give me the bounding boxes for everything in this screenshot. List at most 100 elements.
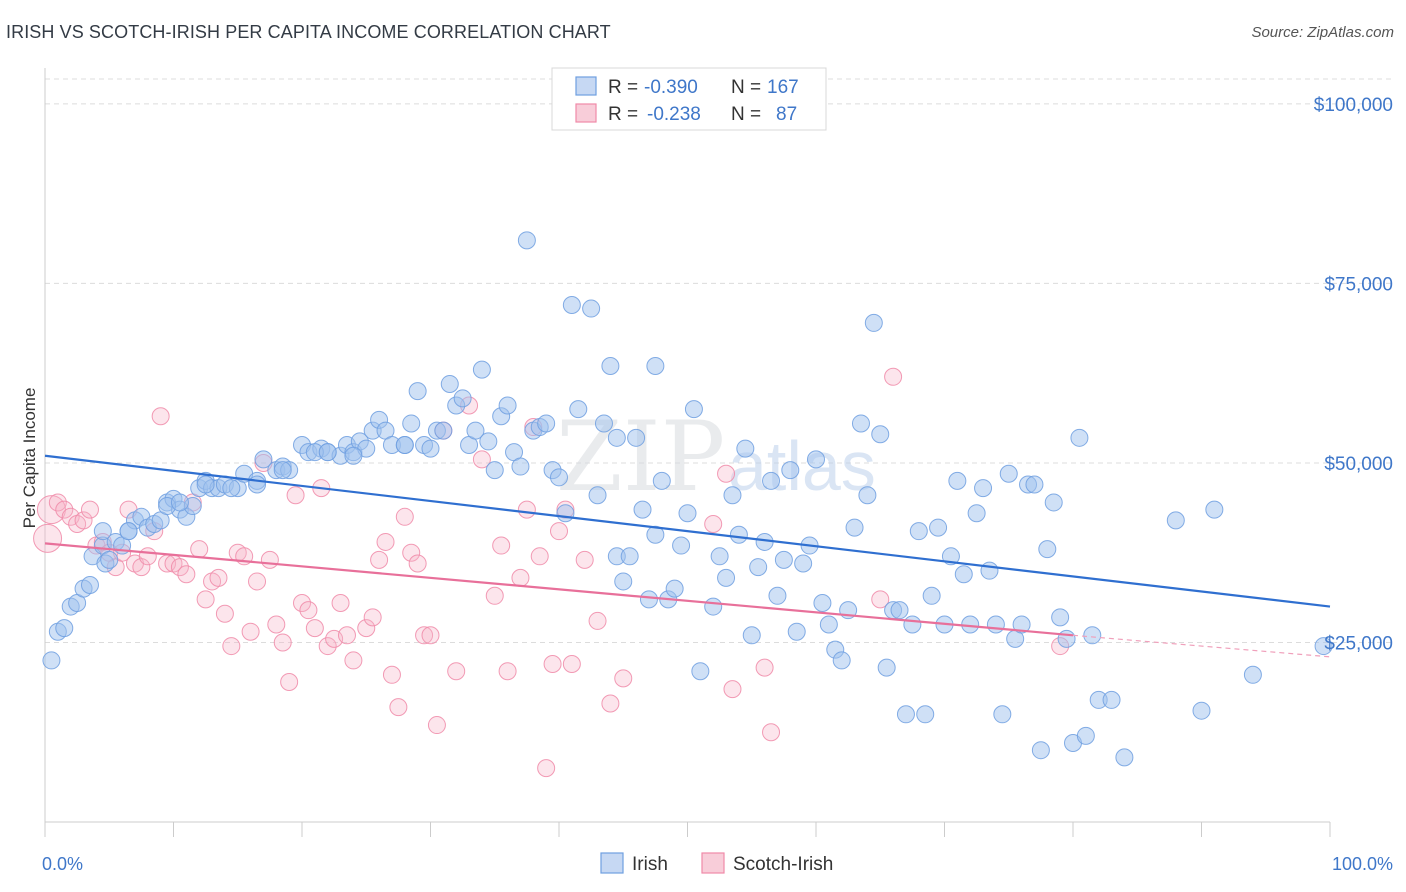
irish-point [1051,608,1070,627]
scotch-irish-point [492,536,511,555]
scotch-irish-point [357,619,376,638]
irish-point [254,450,273,469]
scotch-irish-point [344,651,363,670]
scotch-irish-point [614,669,633,688]
irish-point [453,389,472,408]
irish-point [980,561,999,580]
irish-point [485,461,504,480]
irish-point [646,525,665,544]
irish-point [774,550,793,569]
irish-point [498,396,517,415]
irish-point [762,471,781,490]
irish-point [813,593,832,612]
scotch-irish-point [196,590,215,609]
irish-point [434,421,453,440]
legend-bottom-swatch-scotch-irish [701,852,725,874]
scotch-irish-point [370,550,389,569]
irish-point [582,299,601,318]
irish-point [395,436,414,454]
scotch-irish-point [55,500,74,519]
irish-point [922,586,941,605]
x-tick-label-1: 100.0% [1332,854,1393,874]
irish-point [222,479,241,498]
irish-point [1070,428,1089,447]
irish-point [929,518,948,537]
legend-box [551,67,827,131]
legend-bottom-swatch-irish [600,852,624,874]
irish-point [421,439,440,458]
irish-point [986,615,1005,634]
irish-point [704,597,723,616]
irish-point [916,705,935,724]
scotch-irish-point [575,550,594,569]
y-tick-labels: $25,000 $50,000 $75,000 $100,000 [1314,95,1393,655]
irish-point [466,421,485,440]
scotch-irish-points [33,367,1070,778]
irish-point [273,461,292,480]
irish-point [479,432,498,451]
axes [44,68,1331,837]
irish-point [1102,690,1121,709]
y-tick-label-1: $50,000 [1324,454,1393,475]
irish-point [864,313,883,332]
trend-lines [44,454,1331,658]
chart-source: Source: ZipAtlas.com [1251,24,1394,41]
irish-point [1057,629,1076,648]
irish-point [93,522,112,541]
legend-stats: R = -0.390 N = 167 R = -0.238 N = 87 [551,67,827,131]
irish-point [537,414,556,433]
x-tick-labels: 0.0% 100.0% [42,854,1393,874]
scotch-irish-point [588,611,607,630]
legend-bottom-label-irish: Irish [632,854,668,875]
scotch-irish-point [601,694,620,713]
scotch-irish-point [415,626,434,645]
scotch-irish-point [472,450,491,469]
irish-point [819,615,838,634]
irish-point [903,615,922,634]
irish-point [248,475,267,494]
irish-point [691,662,710,681]
scotch-irish-point [280,672,299,691]
irish-point [627,428,646,447]
irish-point [1115,748,1134,767]
irish-point [562,295,581,314]
scotch-irish-point [248,572,267,591]
scotch-irish-point [363,608,382,627]
scotch-irish-point [382,665,401,684]
irish-point [710,547,729,566]
x-tick-label-0: 0.0% [42,854,83,874]
irish-point [569,400,588,419]
irish-point [100,550,119,569]
irish-point [170,493,189,512]
irish-point [896,705,915,724]
scotch-irish-point [151,407,170,426]
scotch-irish-point [132,558,151,577]
irish-point [1076,726,1095,745]
irish-point [639,590,658,609]
y-tick-label-3: $100,000 [1314,95,1393,116]
irish-point [742,626,761,645]
irish-points [42,231,1333,767]
scotch-irish-point [402,543,421,562]
scotch-irish-point [755,658,774,677]
scotch-irish-trend-line [44,542,1074,637]
y-axis-label: Per Capita Income [20,388,39,529]
scotch-irish-point [550,522,568,541]
scotch-irish-point [241,622,260,641]
irish-point [119,522,138,541]
scotch-irish-point [286,486,305,505]
scotch-irish-point [337,626,356,645]
scotch-irish-point [376,532,395,551]
scotch-irish-point [723,680,742,699]
irish-trend-line [44,454,1331,608]
watermark-atlas: atlas [728,427,876,505]
watermark-zip: ZIP [556,401,725,513]
irish-point [1083,626,1102,645]
scotch-irish-point [267,615,286,634]
scotch-irish-point [530,547,549,566]
irish-point [1038,540,1057,559]
legend-swatch-scotch-irish [575,103,597,123]
irish-point [517,231,536,250]
irish-point [408,382,427,401]
